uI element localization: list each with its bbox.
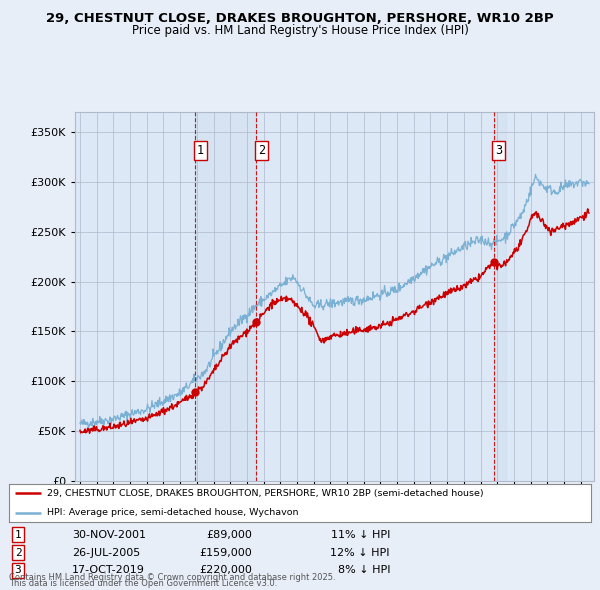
Text: 1: 1 (14, 530, 22, 540)
Text: 29, CHESTNUT CLOSE, DRAKES BROUGHTON, PERSHORE, WR10 2BP: 29, CHESTNUT CLOSE, DRAKES BROUGHTON, PE… (46, 12, 554, 25)
Text: 3: 3 (14, 565, 22, 575)
Text: Contains HM Land Registry data © Crown copyright and database right 2025.: Contains HM Land Registry data © Crown c… (9, 573, 335, 582)
Text: 11% ↓ HPI: 11% ↓ HPI (331, 530, 390, 540)
Text: 12% ↓ HPI: 12% ↓ HPI (331, 548, 390, 558)
Text: 3: 3 (496, 145, 503, 158)
Text: 2: 2 (14, 548, 22, 558)
Bar (494, 112, 506, 481)
Text: HPI: Average price, semi-detached house, Wychavon: HPI: Average price, semi-detached house,… (47, 508, 298, 517)
Text: 30-NOV-2001: 30-NOV-2001 (72, 530, 146, 540)
Text: 2: 2 (258, 145, 265, 158)
Text: 1: 1 (197, 145, 204, 158)
Text: 26-JUL-2005: 26-JUL-2005 (72, 548, 140, 558)
Text: 8% ↓ HPI: 8% ↓ HPI (337, 565, 390, 575)
Text: This data is licensed under the Open Government Licence v3.0.: This data is licensed under the Open Gov… (9, 579, 277, 588)
Text: 29, CHESTNUT CLOSE, DRAKES BROUGHTON, PERSHORE, WR10 2BP (semi-detached house): 29, CHESTNUT CLOSE, DRAKES BROUGHTON, PE… (47, 489, 484, 498)
Text: Price paid vs. HM Land Registry's House Price Index (HPI): Price paid vs. HM Land Registry's House … (131, 24, 469, 37)
Text: £220,000: £220,000 (199, 565, 252, 575)
Text: £89,000: £89,000 (206, 530, 252, 540)
Text: 17-OCT-2019: 17-OCT-2019 (72, 565, 145, 575)
Text: £159,000: £159,000 (199, 548, 252, 558)
Bar (196, 112, 256, 481)
